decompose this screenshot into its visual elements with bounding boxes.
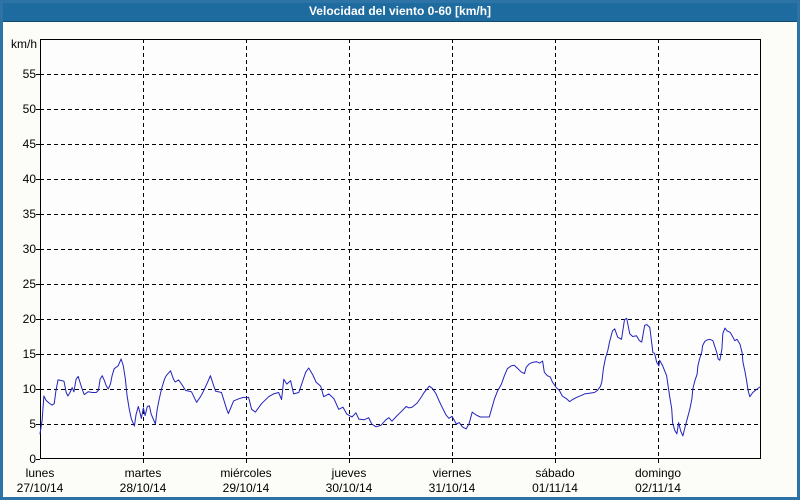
gridlines (40, 39, 761, 459)
x-axis-day-label: miércoles 29/10/14 (195, 466, 297, 496)
y-axis-tick-label: 25 (22, 277, 36, 291)
y-axis-tick-label: 50 (22, 102, 36, 116)
chart-title: Velocidad del viento 0-60 [km/h] (308, 3, 492, 18)
plot-frame (40, 39, 761, 459)
x-axis-day-label: martes 28/10/14 (92, 466, 194, 496)
day-name: lunes (25, 466, 55, 480)
y-axis-tick-label: 35 (22, 207, 36, 221)
chart-title-bar: Velocidad del viento 0-60 [km/h] (0, 0, 800, 22)
day-name: sábado (535, 466, 575, 480)
day-date: 29/10/14 (222, 481, 270, 495)
y-axis-tick-label: 45 (22, 137, 36, 151)
x-axis-day-label: viernes 31/10/14 (401, 466, 503, 496)
axis-ticks (36, 74, 659, 463)
y-axis-tick-label: 30 (22, 242, 36, 256)
plot-area (36, 39, 761, 463)
y-axis-tick-label: 40 (22, 172, 36, 186)
day-name: martes (124, 466, 162, 480)
y-axis-tick-label: 55 (22, 67, 36, 81)
day-name: viernes (432, 466, 472, 480)
day-date: 01/11/14 (532, 481, 578, 495)
y-axis-tick-label: 5 (29, 417, 36, 431)
day-date: 02/11/14 (635, 481, 681, 495)
day-name: jueves (331, 466, 367, 480)
day-date: 27/10/14 (16, 481, 64, 495)
y-axis-tick-label: 10 (22, 382, 36, 396)
y-axis-unit-label: km/h (10, 37, 37, 51)
day-name: miércoles (220, 466, 272, 480)
day-date: 31/10/14 (428, 481, 476, 495)
day-date: 30/10/14 (325, 481, 373, 495)
day-name: domingo (634, 466, 682, 480)
x-axis-day-label: lunes 27/10/14 (0, 466, 91, 496)
wind-speed-line (39, 317, 761, 437)
x-axis-day-label: jueves 30/10/14 (298, 466, 400, 496)
y-axis-tick-label: 0 (29, 452, 36, 466)
y-axis-tick-label: 15 (22, 347, 36, 361)
x-axis-day-label: domingo 02/11/14 (607, 466, 709, 496)
day-date: 28/10/14 (119, 481, 167, 495)
x-axis-day-label: sábado 01/11/14 (504, 466, 606, 496)
y-axis-tick-label: 20 (22, 312, 36, 326)
